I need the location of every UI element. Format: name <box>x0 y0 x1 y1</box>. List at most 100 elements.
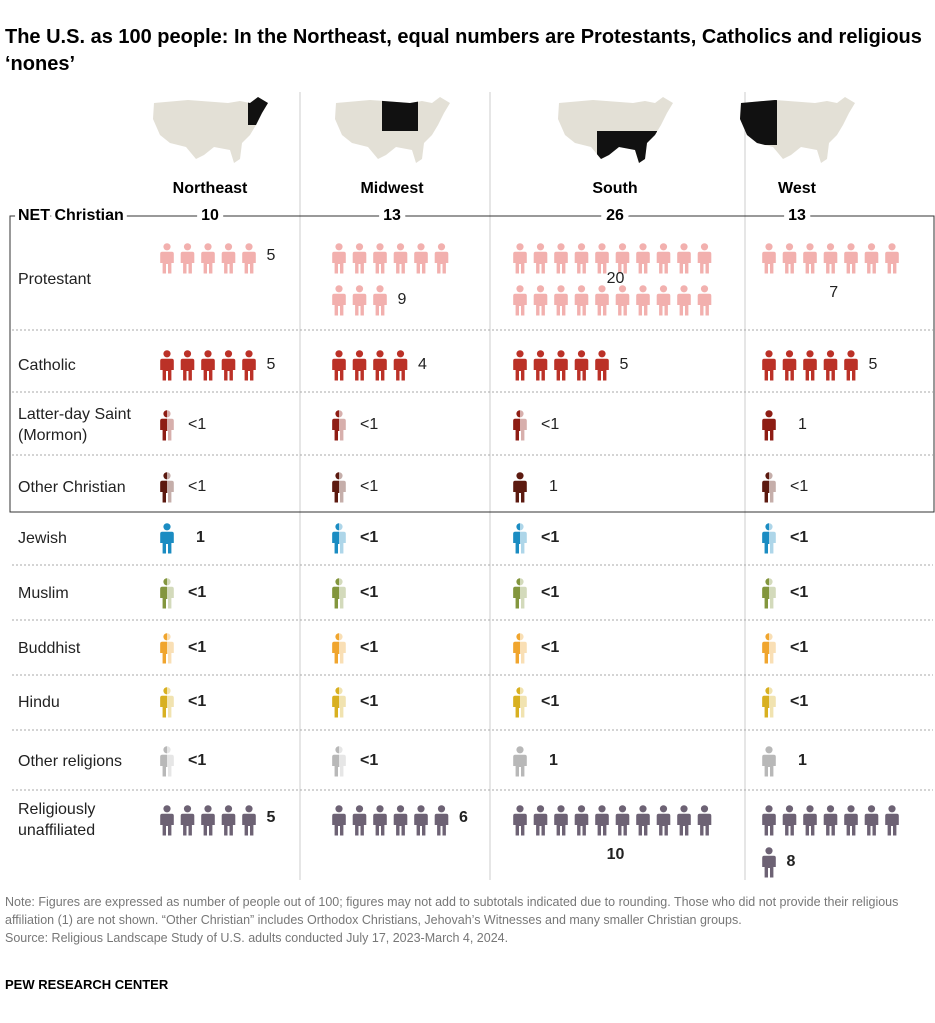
icon <box>844 805 858 836</box>
value-label: <1 <box>541 584 559 601</box>
value-label: 7 <box>829 284 838 301</box>
icon <box>595 805 609 836</box>
row-label: Buddhist <box>18 639 81 657</box>
icon <box>823 350 838 381</box>
partial-icon <box>762 472 776 503</box>
value-label: <1 <box>790 529 808 546</box>
icon <box>242 350 256 381</box>
icon <box>352 805 367 836</box>
row-label: Other Christian <box>18 478 126 496</box>
column-header: West <box>778 180 817 197</box>
icon <box>574 243 589 274</box>
icon <box>885 805 899 836</box>
icon <box>697 285 712 316</box>
icon <box>434 805 449 836</box>
partial-icon <box>332 523 346 554</box>
value-label: <1 <box>188 584 206 601</box>
value-label: 6 <box>459 809 468 826</box>
region-map <box>335 97 450 163</box>
icon <box>513 285 527 316</box>
value-label: 20 <box>607 270 625 287</box>
value-label: <1 <box>360 478 378 495</box>
icon <box>823 243 838 274</box>
value-label: <1 <box>188 693 206 710</box>
icon <box>636 243 650 274</box>
icon <box>656 243 671 274</box>
value-label: <1 <box>188 478 206 495</box>
partial-icon <box>332 633 346 664</box>
row-label: Jewish <box>18 529 67 547</box>
icon <box>160 350 174 381</box>
icon <box>160 243 174 274</box>
icon <box>160 523 174 554</box>
value-label: 1 <box>798 416 807 433</box>
icon <box>803 350 817 381</box>
icon <box>864 805 879 836</box>
value-label: 5 <box>869 356 878 373</box>
icon <box>574 285 589 316</box>
icon <box>373 350 387 381</box>
partial-icon <box>513 410 527 441</box>
icon <box>823 805 838 836</box>
icon <box>221 243 236 274</box>
icon <box>844 350 858 381</box>
icon <box>373 243 387 274</box>
value-label: 5 <box>620 356 629 373</box>
region-map <box>558 97 673 163</box>
value-label: <1 <box>360 752 378 769</box>
icon <box>762 410 776 441</box>
region-map <box>153 97 268 163</box>
icon <box>656 805 671 836</box>
value-label: <1 <box>790 584 808 601</box>
icon <box>180 350 195 381</box>
icon <box>697 243 712 274</box>
icon <box>242 243 256 274</box>
icon <box>201 243 215 274</box>
icon <box>803 243 817 274</box>
icon <box>180 805 195 836</box>
icon <box>434 243 449 274</box>
icon <box>762 243 776 274</box>
icon <box>242 805 256 836</box>
partial-icon <box>762 523 776 554</box>
icon <box>677 243 691 274</box>
icon <box>513 472 527 503</box>
icon <box>221 805 236 836</box>
icon <box>782 350 797 381</box>
icon <box>533 805 548 836</box>
icon <box>201 805 215 836</box>
partial-icon <box>332 687 346 718</box>
map <box>558 97 673 163</box>
icon <box>373 285 387 316</box>
row-label: Catholic <box>18 356 76 374</box>
partial-icon <box>160 746 174 777</box>
icon <box>595 243 609 274</box>
icon <box>864 243 879 274</box>
partial-icon <box>332 578 346 609</box>
icon <box>373 805 387 836</box>
icon <box>414 243 428 274</box>
value-label: 1 <box>798 752 807 769</box>
icon <box>221 350 236 381</box>
icon <box>393 350 408 381</box>
icon <box>782 805 797 836</box>
value-label: <1 <box>360 584 378 601</box>
icon <box>533 285 548 316</box>
icon <box>332 805 346 836</box>
net-label: NET Christian <box>18 207 124 224</box>
icon <box>352 350 367 381</box>
icon <box>636 285 650 316</box>
value-label: <1 <box>541 529 559 546</box>
icon <box>414 805 428 836</box>
row-label: Religiously unaffiliated <box>18 801 96 839</box>
icon <box>393 805 408 836</box>
icon <box>677 285 691 316</box>
icon <box>615 243 630 274</box>
net-value: 13 <box>383 207 401 224</box>
icon <box>513 746 527 777</box>
value-label: 5 <box>267 809 276 826</box>
icon <box>844 243 858 274</box>
icon <box>762 805 776 836</box>
